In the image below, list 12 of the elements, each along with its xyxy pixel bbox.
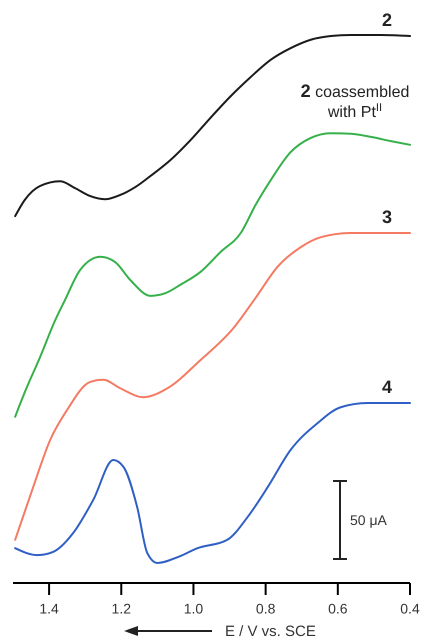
x-tick-label: 0.4 bbox=[400, 600, 420, 616]
x-tick-label: 0.8 bbox=[256, 600, 276, 616]
x-axis-title: E / V vs. SCE bbox=[225, 623, 316, 640]
x-tick-label: 1.0 bbox=[184, 600, 204, 616]
x-tick-label: 1.2 bbox=[112, 600, 132, 616]
series-label: 2 bbox=[382, 10, 392, 30]
series-label: 3 bbox=[382, 207, 392, 227]
series-label: 4 bbox=[382, 377, 392, 398]
series-label: 2 coassembled with Pt$^{II}$ bbox=[300, 80, 410, 121]
x-tick-label: 0.6 bbox=[328, 600, 348, 616]
annotation: 50 μA bbox=[350, 512, 388, 528]
x-tick-label: 1.4 bbox=[39, 600, 60, 616]
